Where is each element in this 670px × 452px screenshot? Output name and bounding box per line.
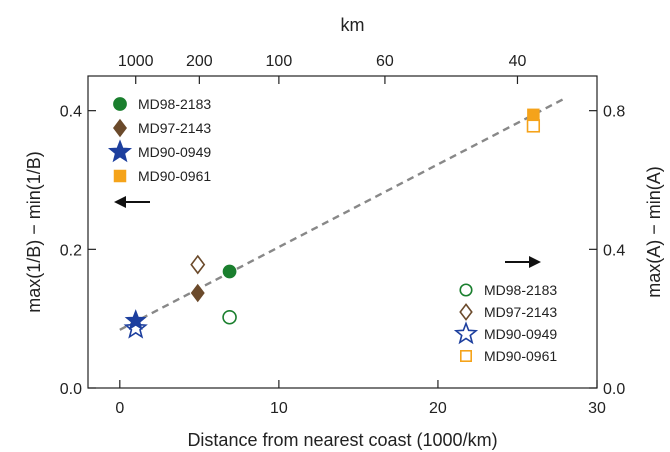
data-point-star-open xyxy=(123,315,148,339)
legend-label: MD90-0961 xyxy=(484,348,557,364)
y-right-tick-label: 0.8 xyxy=(603,104,625,121)
x-top-tick-label: 1000 xyxy=(118,53,154,70)
y-right-tick-label: 0.0 xyxy=(603,381,625,398)
right-axis-arrow xyxy=(505,256,541,268)
plot-frame xyxy=(87,75,598,389)
data-point-square-open xyxy=(526,119,541,133)
x-tick-label: 0 xyxy=(115,400,124,417)
y-left-tick-label: 0.4 xyxy=(60,104,82,121)
y-left-tick-label: 0.2 xyxy=(60,242,82,259)
y-left-tick-label: 0.0 xyxy=(60,381,82,398)
legend-marker-square-open xyxy=(459,349,472,362)
legend-label: MD90-0949 xyxy=(484,326,557,342)
data-point-circle-open xyxy=(222,309,237,325)
x-tick-label: 10 xyxy=(270,400,288,417)
left-axis-arrow xyxy=(114,196,150,208)
data-point-circle-filled xyxy=(222,264,237,279)
legend-marker-star-open xyxy=(453,321,479,345)
x-top-tick-label: 40 xyxy=(509,53,527,70)
legend-label: MD97-2143 xyxy=(484,304,557,320)
y-right-axis-title: max(A) − min(A) xyxy=(644,166,664,298)
y-right-tick-label: 0.4 xyxy=(603,242,625,259)
data-point-diamond-open xyxy=(190,254,206,275)
y-left-axis-title: max(1/B) − min(1/B) xyxy=(24,151,44,313)
legend-label: MD97-2143 xyxy=(138,120,211,136)
x-tick-label: 20 xyxy=(429,400,447,417)
legend-marker-circle-filled xyxy=(113,97,127,111)
x-axis-title: Distance from nearest coast (1000/km) xyxy=(187,430,497,450)
legend-marker-square-filled xyxy=(113,169,127,183)
legend-marker-star-filled xyxy=(107,139,133,163)
arrow-head xyxy=(114,196,126,208)
arrow-head xyxy=(529,256,541,268)
x-top-tick-label: 100 xyxy=(266,53,293,70)
x-top-tick-label: 200 xyxy=(186,53,213,70)
legend-marker-diamond-filled xyxy=(113,118,127,138)
x-top-axis-title: km xyxy=(341,15,365,35)
x-tick-label: 30 xyxy=(588,400,606,417)
x-top-tick-label: 60 xyxy=(376,53,394,70)
legend-label: MD90-0949 xyxy=(138,144,211,160)
legend-label: MD98-2183 xyxy=(138,96,211,112)
data-point-square-filled xyxy=(527,108,540,122)
legend-label: MD90-0961 xyxy=(138,168,211,184)
data-point-star-filled xyxy=(124,309,147,331)
legend-label: MD98-2183 xyxy=(484,282,557,298)
legend-marker-diamond-open xyxy=(459,303,473,321)
data-point-diamond-filled xyxy=(190,283,205,303)
legend-marker-circle-open xyxy=(459,283,473,297)
